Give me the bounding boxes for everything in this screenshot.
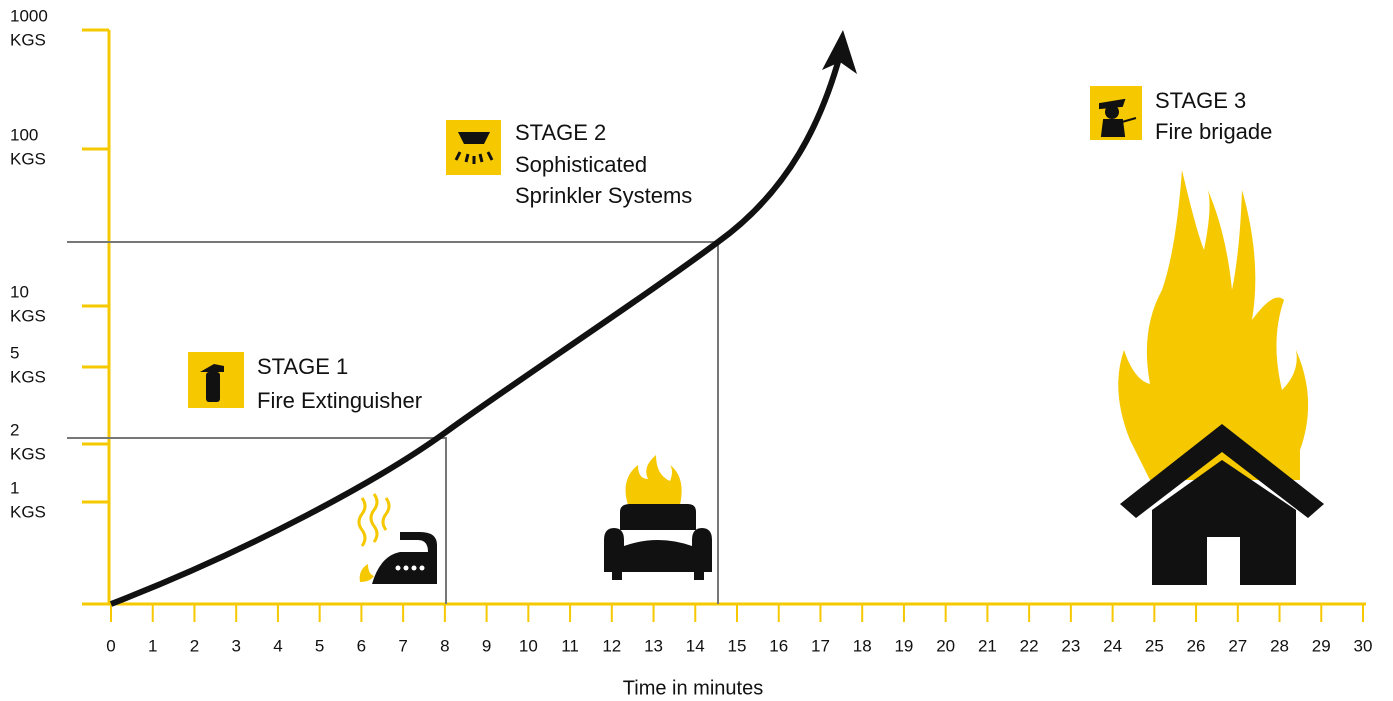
- x-tick-label: 14: [686, 636, 705, 655]
- y-tick-unit: KGS: [10, 30, 46, 49]
- x-tick-label: 24: [1103, 636, 1122, 655]
- arrow-head: [822, 30, 857, 74]
- sofa-leg: [612, 572, 622, 580]
- extinguisher-icon: [200, 364, 224, 372]
- x-tick-label: 22: [1020, 636, 1039, 655]
- y-tick-unit: KGS: [10, 444, 46, 463]
- heat-waves: [357, 493, 391, 547]
- stage-line: Sprinkler Systems: [515, 183, 692, 208]
- y-tick-value: 1: [10, 478, 19, 497]
- y-tick-value: 1000: [10, 6, 48, 25]
- y-tick-unit: KGS: [10, 502, 46, 521]
- sofa-flame: [625, 455, 682, 505]
- stage-title: STAGE 2: [515, 120, 606, 145]
- stage-title: STAGE 3: [1155, 88, 1246, 113]
- iron-dots: [395, 565, 425, 571]
- x-tick-label: 9: [482, 636, 491, 655]
- house-body: [1152, 460, 1296, 585]
- small-flame: [359, 564, 374, 582]
- x-tick-label: 21: [978, 636, 997, 655]
- iron-icon: [372, 532, 437, 584]
- x-tick-label: 10: [519, 636, 538, 655]
- stage-line: Sophisticated: [515, 152, 647, 177]
- x-tick-label: 30: [1354, 636, 1373, 655]
- x-tick-label: 28: [1270, 636, 1289, 655]
- y-tick-unit: KGS: [10, 306, 46, 325]
- stage-icon: [446, 120, 501, 175]
- sofa-leg: [694, 572, 704, 580]
- y-tick-value: 10: [10, 282, 29, 301]
- firefighter-icon: [1099, 98, 1137, 137]
- stage-line: Fire brigade: [1155, 119, 1272, 144]
- x-tick-label: 25: [1145, 636, 1164, 655]
- y-tick-value: 5: [10, 343, 19, 362]
- x-tick-label: 26: [1187, 636, 1206, 655]
- x-tick-label: 29: [1312, 636, 1331, 655]
- x-tick-label: 3: [231, 636, 240, 655]
- sofa-icon: [620, 504, 696, 530]
- x-tick-label: 6: [357, 636, 366, 655]
- x-tick-label: 23: [1061, 636, 1080, 655]
- x-tick-label: 0: [106, 636, 115, 655]
- x-tick-label: 17: [811, 636, 830, 655]
- sprinkler-icon: [458, 132, 490, 144]
- growth-curve: [109, 54, 843, 607]
- x-tick-label: 13: [644, 636, 663, 655]
- stage-title: STAGE 1: [257, 354, 348, 379]
- x-tick-label: 11: [561, 636, 579, 655]
- x-tick-label: 12: [602, 636, 621, 655]
- x-tick-label: 19: [894, 636, 913, 655]
- firefighter-icon: [1105, 105, 1119, 119]
- y-tick-value: 2: [10, 420, 19, 439]
- x-axis-label: Time in minutes: [623, 677, 763, 699]
- axes: [82, 28, 1366, 622]
- x-tick-label: 18: [853, 636, 872, 655]
- x-tick-label: 16: [769, 636, 788, 655]
- y-tick-value: 100: [10, 125, 38, 144]
- sofa-icon: [604, 528, 712, 572]
- house-flames: [1118, 170, 1309, 480]
- y-tick-unit: KGS: [10, 367, 46, 386]
- x-tick-label: 20: [936, 636, 955, 655]
- house-roof: [1120, 424, 1324, 518]
- x-tick-label: 5: [315, 636, 324, 655]
- x-tick-label: 1: [148, 636, 157, 655]
- sprinkler-icon: [454, 151, 494, 164]
- x-tick-label: 8: [440, 636, 449, 655]
- x-tick-label: 2: [190, 636, 199, 655]
- x-tick-label: 15: [728, 636, 747, 655]
- house-door: [1207, 537, 1240, 585]
- stage-line: Fire Extinguisher: [257, 388, 422, 413]
- y-tick-unit: KGS: [10, 149, 46, 168]
- x-tick-label: 4: [273, 636, 282, 655]
- x-tick-label: 27: [1228, 636, 1247, 655]
- x-tick-label: 7: [398, 636, 407, 655]
- guide-line: [67, 437, 447, 604]
- extinguisher-icon: [206, 372, 220, 402]
